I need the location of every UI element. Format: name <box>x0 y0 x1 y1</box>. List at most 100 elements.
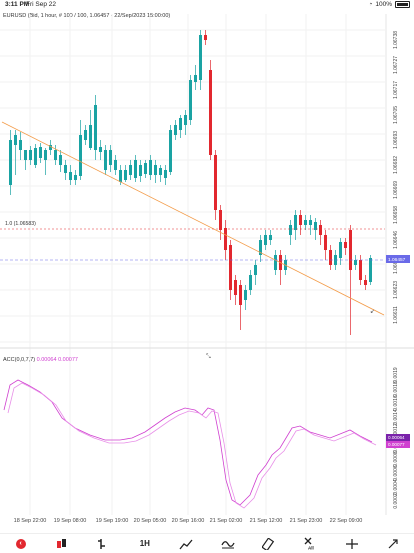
candle-body <box>274 255 277 270</box>
candle-body <box>99 147 102 152</box>
candle-body <box>79 135 82 176</box>
candle-body <box>354 260 357 265</box>
trend-line <box>1 121 385 316</box>
candle-body <box>109 150 112 165</box>
osc-y-tick-label: 0.0008 <box>393 451 399 467</box>
status-time: 3:11 PM <box>5 1 30 8</box>
candle-body <box>309 220 312 225</box>
candle-body <box>254 265 257 275</box>
status-bar: 3:11 PM Fri Sep 22 ◔ 100% <box>0 0 414 10</box>
candle-body <box>369 258 372 282</box>
candle-body <box>344 242 347 248</box>
price-chart[interactable]: 1.06738 1.06727 1.06717 1.06705 1.06693 1.066… <box>0 10 414 533</box>
y-tick-label: 1.06693 <box>393 131 399 149</box>
price-tag-osc-a <box>386 434 410 441</box>
osc-y-tick-label: 0.0018 <box>393 381 399 397</box>
candle-body <box>54 150 57 160</box>
candle-body <box>339 242 342 258</box>
price-tag-bid <box>386 255 410 263</box>
y-tick-label: 1.06738 <box>393 31 399 49</box>
candle-body <box>69 172 72 180</box>
candle-body <box>34 148 37 165</box>
x-tick-label: 19 Sep 19:00 <box>95 518 129 524</box>
candle-body <box>304 220 307 225</box>
status-date: Fri Sep 22 <box>26 1 56 8</box>
candle-body <box>139 165 142 176</box>
osc-y-tick-label: 0.0002 <box>393 493 399 509</box>
candle-body <box>244 290 247 300</box>
y-tick-label: 1.06623 <box>393 281 399 299</box>
collapse-icon: ⤡ <box>206 353 211 360</box>
candle-body <box>114 160 117 170</box>
candle-body <box>204 35 207 40</box>
wifi-icon: ◔ <box>368 1 373 8</box>
x-tick-label: 21 Sep 02:00 <box>209 518 243 524</box>
candle-body <box>74 175 77 180</box>
x-tick-label: 22 Sep 09:00 <box>329 518 363 524</box>
price-tag-bid-text: 1.06457 <box>388 257 406 263</box>
candle-body <box>64 165 67 173</box>
osc-y-tick-label: 0.0019 <box>393 367 399 383</box>
x-tick-label: 21 Sep 23:00 <box>289 518 323 524</box>
oscillator-button[interactable] <box>214 535 242 552</box>
price-tag-osc-b-text: 0.00077 <box>388 442 405 447</box>
arrow-icon: ↙ <box>370 309 375 315</box>
price-tag-osc-a-text: 0.00064 <box>388 435 405 440</box>
back-button[interactable]: ‹ <box>7 535 35 552</box>
x-tick-label: 18 Sep 22:00 <box>13 518 47 524</box>
candle-body <box>229 245 232 290</box>
y-tick-label: 1.06635 <box>393 256 399 274</box>
candle-body <box>184 115 187 125</box>
expand-icon <box>388 538 398 548</box>
oscillator-icon <box>221 540 235 548</box>
candle-body <box>214 155 217 210</box>
candle-body <box>89 125 92 148</box>
candle-body <box>9 140 12 185</box>
candle-body <box>144 163 147 174</box>
candle-body <box>164 170 167 178</box>
chart-title: EURUSD (Bid, 1 hour, # 100 / 100, 1.0645… <box>3 13 171 19</box>
y-tick-label: 1.06705 <box>393 106 399 124</box>
delete-all-button[interactable]: All <box>296 535 324 552</box>
candle-body <box>49 145 52 150</box>
price-tag-osc-b <box>386 441 410 448</box>
chart-type-button[interactable] <box>48 535 76 552</box>
delete-all-icon: All <box>304 537 314 550</box>
candle-body <box>134 160 137 178</box>
candles-icon <box>57 538 67 548</box>
candle-body <box>359 260 362 280</box>
candle-body <box>24 150 27 160</box>
y-tick-label: 1.06717 <box>393 81 399 99</box>
x-tick-label: 21 Sep 12:00 <box>249 518 283 524</box>
candle-body <box>199 35 202 80</box>
oscillator-line-2 <box>7 382 377 509</box>
candle-body <box>29 150 32 160</box>
timeframe-button[interactable]: 1H <box>139 539 150 548</box>
indicator-button[interactable] <box>172 535 200 552</box>
candle-body <box>19 140 22 150</box>
y-tick-label: 1.06611 <box>393 306 399 324</box>
candle-body <box>179 118 182 130</box>
osc-y-tick-label: 0.0004 <box>393 479 399 495</box>
candle-body <box>219 210 222 230</box>
candle-body <box>44 150 47 160</box>
candle-body <box>174 125 177 135</box>
candle-body <box>234 280 237 295</box>
indicator-icon <box>179 539 193 549</box>
candle-body <box>194 75 197 82</box>
oscillator-value-1: 0.00064 <box>36 357 57 363</box>
y-tick-label: 1.06646 <box>393 231 399 249</box>
candle-body <box>289 225 292 235</box>
bar-style-button[interactable] <box>89 535 117 552</box>
ruler-icon <box>262 537 275 550</box>
crosshair-button[interactable] <box>338 535 366 552</box>
ruler-button[interactable] <box>255 535 283 552</box>
candle-body <box>159 168 162 175</box>
candle-body <box>149 160 152 175</box>
osc-y-tick-label: 0.0006 <box>393 465 399 481</box>
bottom-toolbar: ‹ 1H All <box>0 533 414 553</box>
candle-body <box>259 240 262 255</box>
fullscreen-button[interactable] <box>379 535 407 552</box>
candle-body <box>209 70 212 155</box>
y-tick-label: 1.06727 <box>393 56 399 74</box>
